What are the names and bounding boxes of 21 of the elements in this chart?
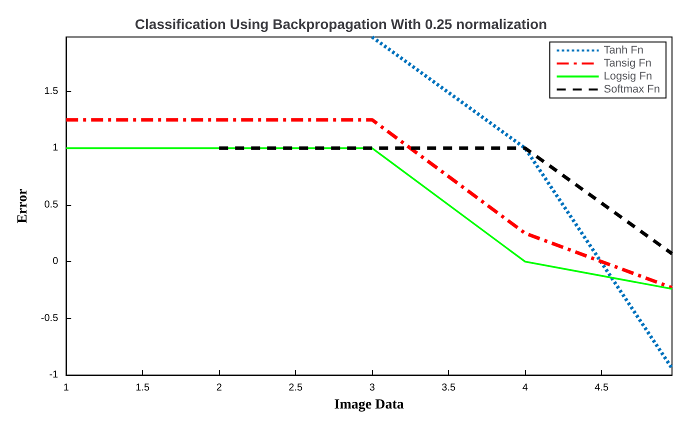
legend-label: Tanh Fn: [604, 44, 644, 56]
x-tick-label: 3: [369, 382, 376, 394]
y-tick-label: 0.5: [44, 199, 59, 210]
x-tick-label: 1: [63, 382, 70, 394]
y-tick-label: 1: [52, 142, 59, 154]
x-axis-title: Image Data: [334, 398, 404, 412]
x-tick-label: 2: [216, 382, 222, 394]
x-tick-label: 4: [522, 382, 528, 394]
y-tick-label: -0.5: [40, 312, 59, 324]
y-tick-label: 0: [52, 256, 59, 268]
legend-label: Logsig Fn: [604, 70, 652, 82]
chart-title: Classification Using Backpropagation With 0.25 normalization: [134, 16, 548, 32]
legend-label: Tansig Fn: [604, 58, 652, 70]
y-axis-title: Error: [16, 188, 30, 224]
legend-label: Softmax Fn: [604, 84, 660, 96]
y-tick-label: -1: [49, 370, 59, 381]
x-tick-label: 4.5: [594, 382, 610, 394]
x-tick-label: 2.5: [288, 382, 304, 394]
x-tick-label: 1.5: [136, 382, 150, 394]
x-tick-label: 3.5: [442, 382, 456, 394]
y-tick-label: 1.5: [44, 86, 59, 97]
